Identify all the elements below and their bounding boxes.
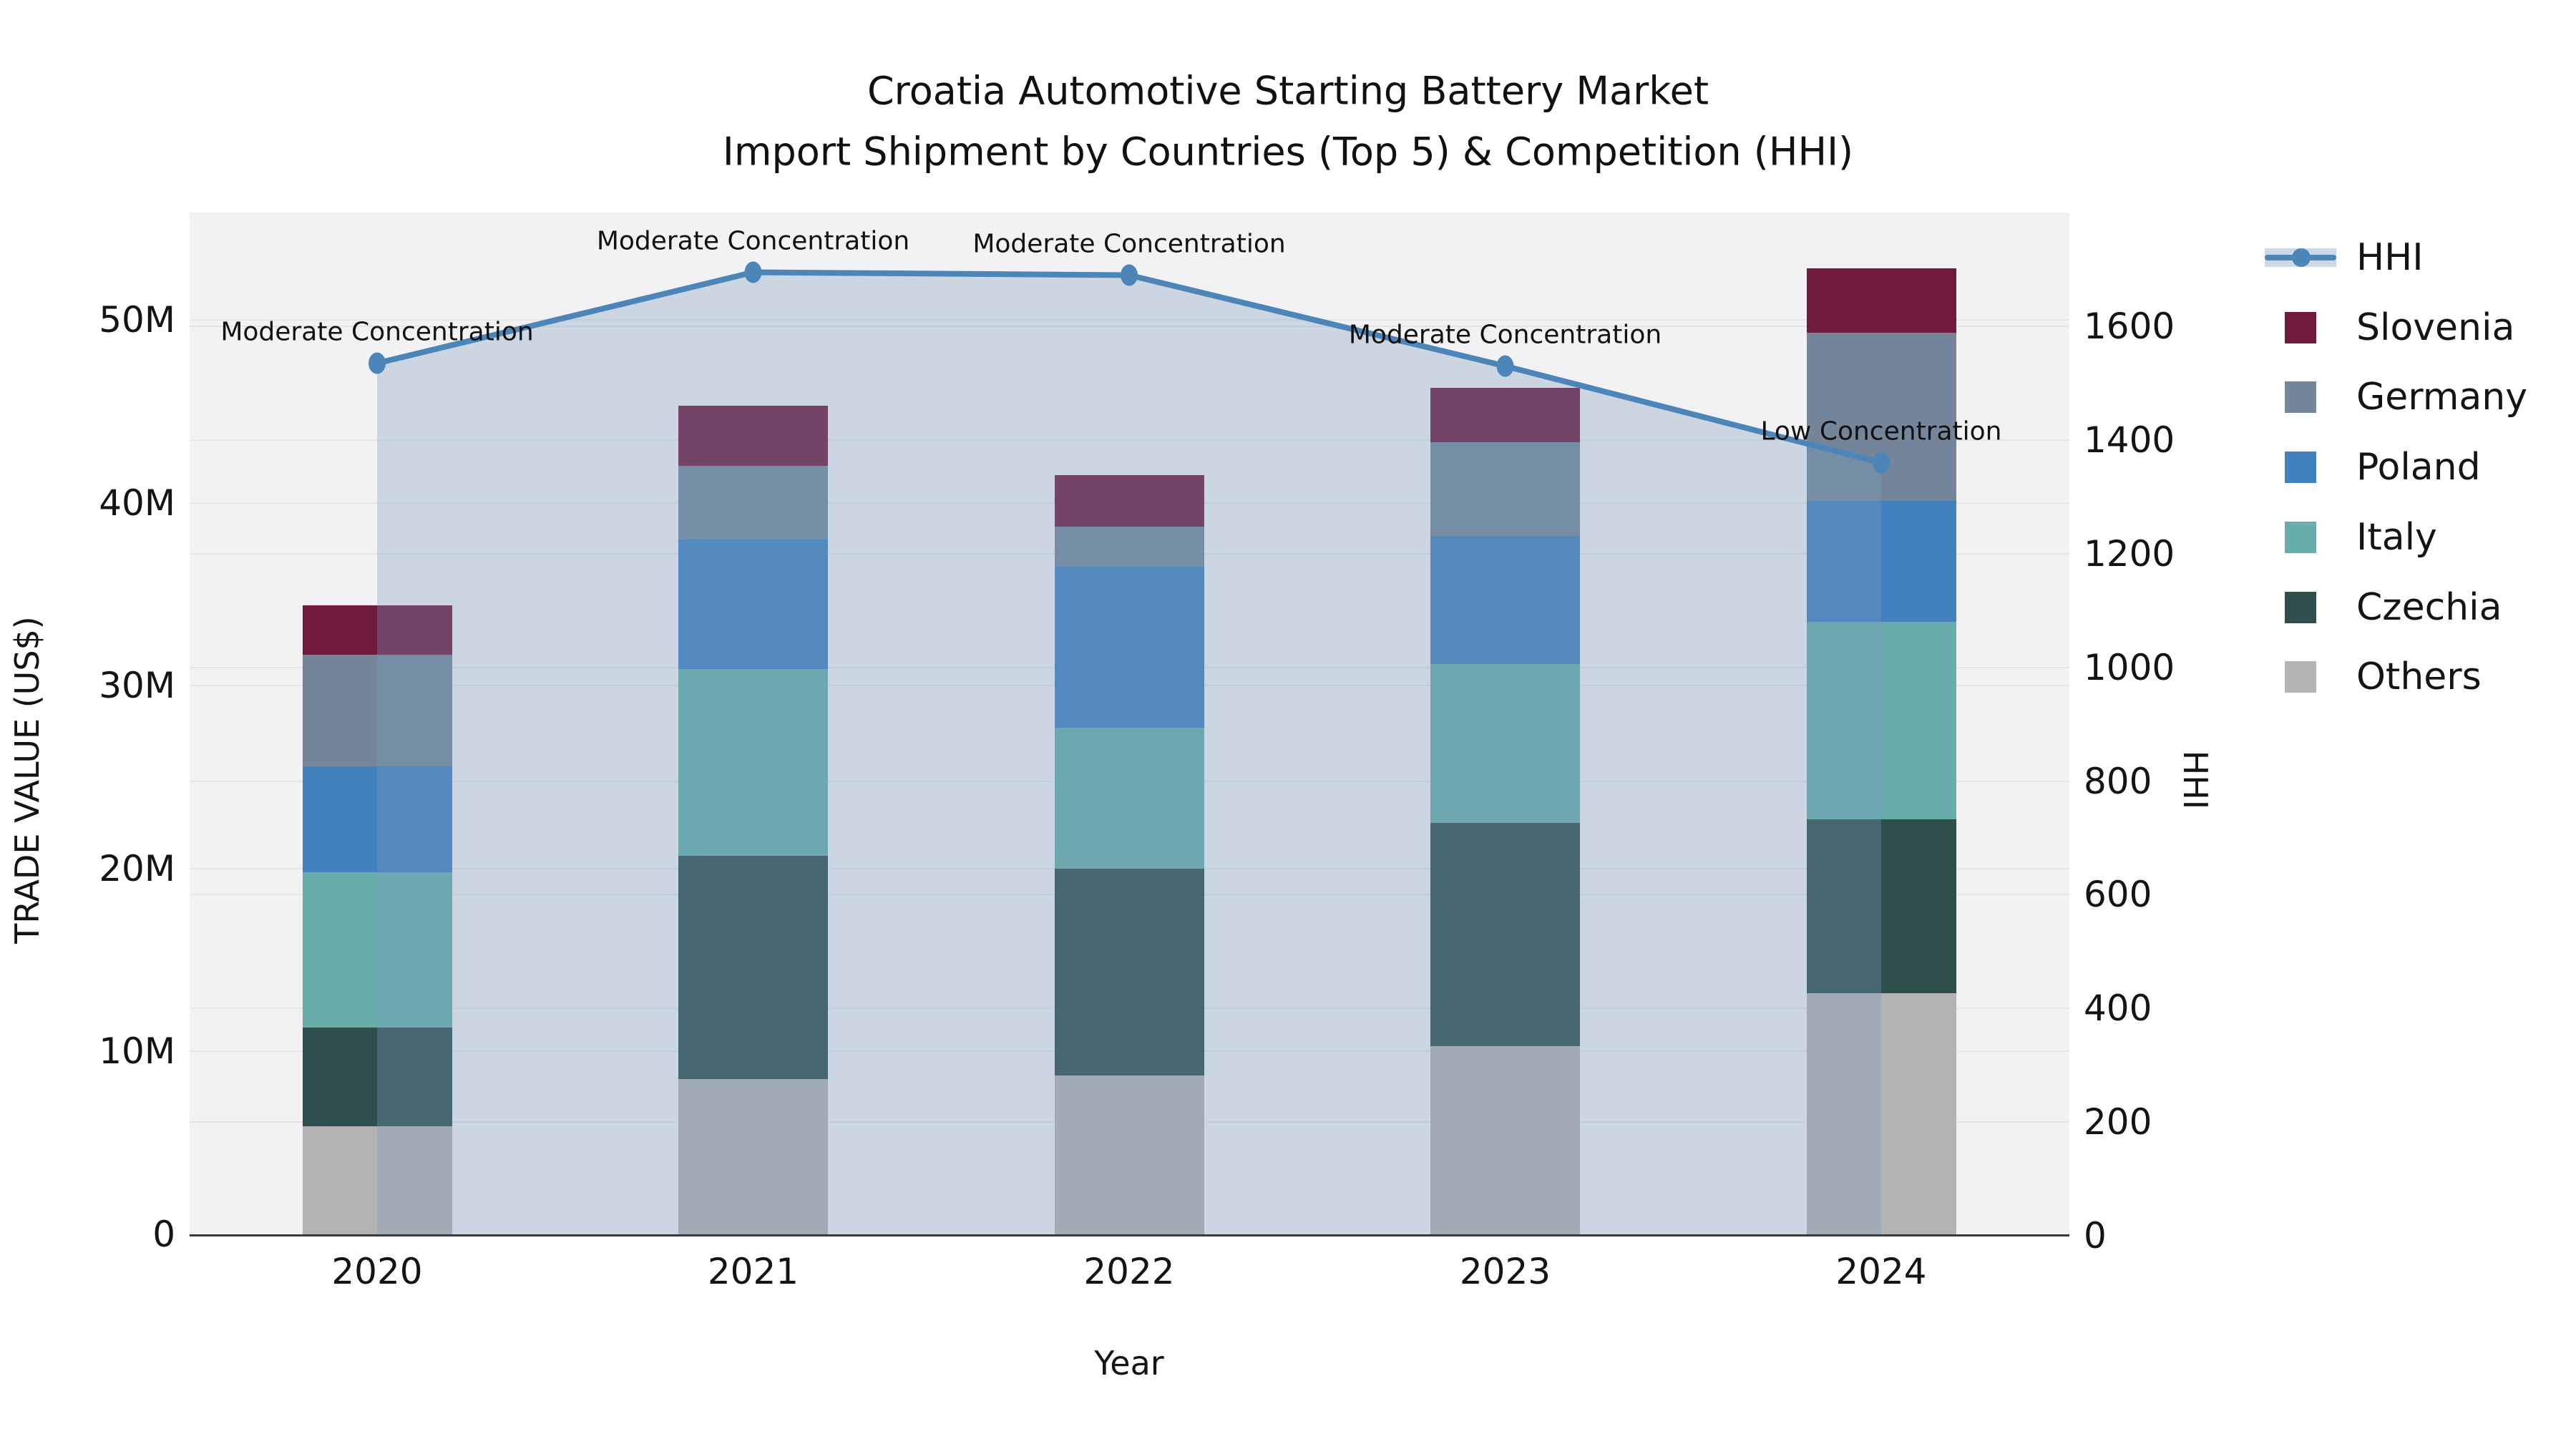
bar-segment-czechia-2022 <box>1054 868 1204 1075</box>
bar-segment-poland-2023 <box>1430 535 1580 664</box>
annotation-2022: Moderate Concentration <box>972 229 1286 258</box>
bar-segment-germany-2023 <box>1430 442 1580 536</box>
bar-segment-czechia-2021 <box>678 855 828 1079</box>
bar-segment-italy-2023 <box>1430 663 1580 823</box>
bar-segment-others-2024 <box>1806 992 1956 1234</box>
legend-swatch-czechia <box>2285 591 2316 623</box>
bar-segment-germany-2021 <box>678 466 828 540</box>
x-tick-2021: 2021 <box>707 1251 799 1292</box>
bar-segment-germany-2022 <box>1054 526 1204 567</box>
legend-label-slovenia: Slovenia <box>2356 306 2515 349</box>
hhi-marker-2024 <box>1873 452 1890 474</box>
legend-swatch-germany <box>2285 381 2316 414</box>
bar-segment-slovenia-2020 <box>302 605 452 655</box>
bar-segment-poland-2021 <box>678 539 828 670</box>
bar-segment-poland-2024 <box>1806 501 1956 622</box>
x-tick-2022: 2022 <box>1083 1251 1175 1292</box>
hhi-area-fill <box>377 272 1881 1234</box>
legend-label-italy: Italy <box>2356 515 2437 559</box>
annotation-2023: Moderate Concentration <box>1348 320 1662 350</box>
hhi-marker-2022 <box>1121 264 1138 286</box>
bar-segment-others-2020 <box>302 1126 452 1234</box>
bar-segment-poland-2022 <box>1054 567 1204 728</box>
bar-segment-others-2022 <box>1054 1075 1204 1234</box>
hhi-marker-2021 <box>744 261 762 283</box>
gridline <box>190 439 2069 441</box>
bar-segment-czechia-2023 <box>1430 822 1580 1046</box>
bar-segment-italy-2024 <box>1806 621 1956 819</box>
gridline <box>190 326 2069 327</box>
x-axis-title: Year <box>1094 1344 1164 1382</box>
legend-entry-hhi: HHI <box>2265 236 2571 279</box>
y-left-tick-40M: 40M <box>99 482 175 524</box>
bar-segment-slovenia-2021 <box>678 406 828 467</box>
bar-segment-others-2021 <box>678 1078 828 1234</box>
legend-entry-italy: Italy <box>2285 516 2571 559</box>
y-right-tick-1000: 1000 <box>2084 646 2175 688</box>
legend-label-czechia: Czechia <box>2356 585 2502 629</box>
x-tick-2024: 2024 <box>1835 1251 1927 1292</box>
hhi-legend-marker-sample <box>2292 248 2311 267</box>
y-left-tick-30M: 30M <box>99 665 175 707</box>
y-axis-right-title: HHI <box>2176 750 2215 810</box>
bar-segment-czechia-2020 <box>302 1028 452 1127</box>
legend-swatch-italy <box>2285 521 2316 553</box>
bar-segment-others-2023 <box>1430 1045 1580 1234</box>
y-right-tick-0: 0 <box>2084 1215 2107 1257</box>
annotation-2021: Moderate Concentration <box>596 226 910 256</box>
bar-segment-slovenia-2024 <box>1806 268 1956 333</box>
y-right-tick-800: 800 <box>2084 760 2152 802</box>
bar-segment-slovenia-2023 <box>1430 387 1580 443</box>
legend-swatch-others <box>2285 661 2316 693</box>
y-left-tick-20M: 20M <box>99 847 175 889</box>
bar-segment-germany-2020 <box>302 654 452 766</box>
y-right-tick-200: 200 <box>2084 1101 2152 1143</box>
legend-label-germany: Germany <box>2356 376 2528 419</box>
chart-title-line1: Croatia Automotive Starting Battery Mark… <box>867 68 1709 114</box>
bar-segment-czechia-2024 <box>1806 819 1956 993</box>
y-left-tick-50M: 50M <box>99 299 175 341</box>
legend-label-poland: Poland <box>2356 446 2481 489</box>
y-axis-left-title: TRADE VALUE (US$) <box>8 616 47 944</box>
legend-swatch-slovenia <box>2285 311 2316 343</box>
hhi-marker-2023 <box>1496 355 1514 377</box>
legend-entry-slovenia: Slovenia <box>2285 306 2571 349</box>
legend-entry-others: Others <box>2285 655 2571 698</box>
x-tick-2020: 2020 <box>331 1251 423 1292</box>
annotation-2020: Moderate Concentration <box>220 317 534 347</box>
bar-segment-poland-2020 <box>302 766 452 872</box>
legend-label-hhi: HHI <box>2356 236 2424 279</box>
y-left-tick-10M: 10M <box>99 1030 175 1073</box>
bar-segment-italy-2021 <box>678 669 828 856</box>
bar-segment-italy-2020 <box>302 872 452 1028</box>
legend-swatch-poland <box>2285 452 2316 484</box>
y-right-tick-400: 400 <box>2084 987 2152 1030</box>
y-right-tick-1200: 1200 <box>2084 532 2175 575</box>
hhi-marker-2020 <box>369 352 386 374</box>
y-right-tick-1600: 1600 <box>2084 306 2175 347</box>
y-right-tick-600: 600 <box>2084 874 2152 916</box>
legend-entry-czechia: Czechia <box>2285 586 2571 629</box>
legend-entry-poland: Poland <box>2285 446 2571 489</box>
bar-segment-italy-2022 <box>1054 727 1204 869</box>
annotation-2024: Low Concentration <box>1760 416 2002 447</box>
bar-segment-slovenia-2022 <box>1054 475 1204 527</box>
gridline <box>190 319 2069 321</box>
x-tick-2023: 2023 <box>1459 1251 1551 1292</box>
y-right-tick-1400: 1400 <box>2084 419 2175 461</box>
x-axis-line <box>190 1234 2069 1236</box>
chart-title-line2: Import Shipment by Countries (Top 5) & C… <box>722 129 1854 175</box>
legend-label-others: Others <box>2356 655 2482 699</box>
legend-entry-germany: Germany <box>2285 376 2571 419</box>
y-left-tick-0: 0 <box>152 1214 175 1255</box>
